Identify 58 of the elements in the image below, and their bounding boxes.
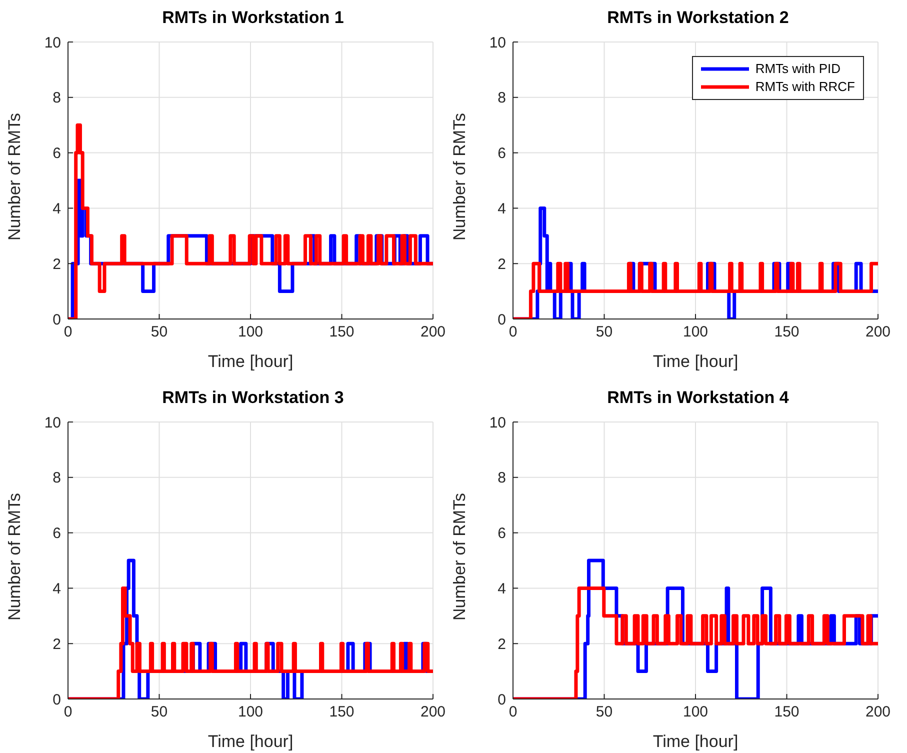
y-tick-label: 2: [52, 256, 61, 273]
y-tick-label: 0: [498, 311, 506, 328]
y-tick-label: 10: [44, 34, 61, 52]
legend-label: RMTs with RRCF: [755, 78, 855, 96]
y-tick-label: 0: [52, 311, 61, 328]
y-tick-label: 2: [498, 636, 506, 653]
x-tick-label: 50: [150, 704, 168, 721]
y-tick-label: 4: [52, 200, 61, 218]
x-tick-label: 200: [865, 704, 891, 721]
x-axis-title: Time [hour]: [652, 732, 738, 751]
chart-title: RMTs in Workstation 2: [606, 8, 790, 28]
y-axis-title: Number of RMTs: [450, 492, 470, 620]
x-tick-label: 100: [682, 324, 708, 341]
y-tick-label: 2: [498, 256, 506, 273]
y-tick-label: 6: [498, 145, 506, 162]
y-tick-label: 8: [498, 470, 506, 487]
x-tick-label: 0: [508, 704, 518, 721]
x-tick-label: 100: [238, 704, 264, 721]
y-axis-title: Number of RMTs: [450, 112, 470, 240]
x-tick-label: 0: [64, 704, 72, 721]
x-tick-label: 50: [596, 324, 613, 341]
y-axis-title: Number of RMTs: [5, 492, 24, 620]
x-tick-label: 150: [329, 324, 354, 341]
y-tick-label: 4: [498, 200, 506, 218]
x-axis-title: Time [hour]: [208, 732, 294, 751]
y-tick-label: 0: [52, 691, 61, 708]
x-tick-label: 0: [64, 324, 72, 341]
y-tick-label: 8: [52, 470, 61, 487]
y-axis-title: Number of RMTs: [5, 112, 24, 240]
chart-title: RMTs in Workstation 1: [161, 8, 345, 28]
x-tick-label: 200: [420, 324, 446, 341]
x-tick-label: 150: [329, 704, 354, 721]
x-tick-label: 200: [865, 324, 891, 341]
y-tick-label: 10: [489, 414, 506, 432]
y-tick-label: 4: [52, 580, 61, 598]
x-tick-label: 100: [238, 324, 264, 341]
y-tick-label: 6: [52, 525, 61, 542]
x-tick-label: 150: [774, 324, 800, 341]
x-tick-label: 50: [596, 704, 613, 721]
x-tick-label: 0: [508, 324, 518, 341]
y-tick-label: 10: [489, 34, 506, 52]
x-axis-title: Time [hour]: [652, 352, 738, 371]
x-tick-label: 200: [420, 704, 446, 721]
y-tick-label: 0: [498, 691, 506, 708]
y-tick-label: 6: [52, 145, 61, 162]
y-tick-label: 8: [52, 90, 61, 107]
x-tick-label: 50: [150, 324, 168, 341]
x-tick-label: 150: [774, 704, 800, 721]
y-tick-label: 10: [44, 414, 61, 432]
chart-title: RMTs in Workstation 3: [161, 388, 345, 408]
y-tick-label: 8: [498, 90, 506, 107]
y-tick-label: 6: [498, 525, 506, 542]
x-axis-title: Time [hour]: [208, 352, 294, 371]
x-tick-label: 100: [682, 704, 708, 721]
y-tick-label: 2: [52, 636, 61, 653]
y-tick-label: 4: [498, 580, 506, 598]
legend-label: RMTs with PID: [755, 60, 841, 78]
chart-title: RMTs in Workstation 4: [606, 388, 790, 408]
